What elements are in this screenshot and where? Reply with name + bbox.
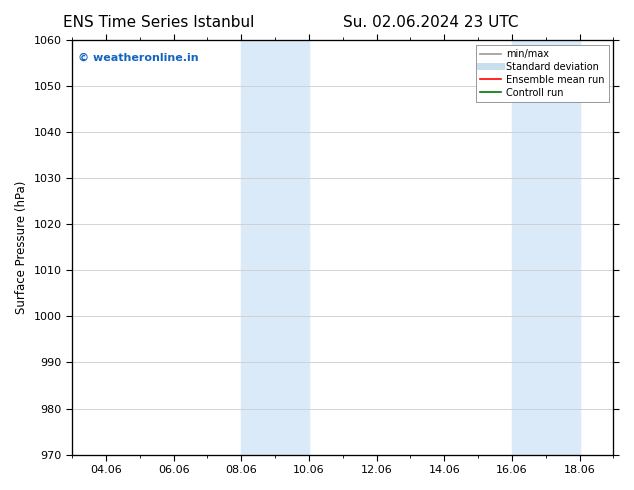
Bar xyxy=(512,40,579,455)
Text: Su. 02.06.2024 23 UTC: Su. 02.06.2024 23 UTC xyxy=(344,15,519,30)
Text: © weatheronline.in: © weatheronline.in xyxy=(77,52,198,63)
Y-axis label: Surface Pressure (hPa): Surface Pressure (hPa) xyxy=(15,181,28,314)
Legend: min/max, Standard deviation, Ensemble mean run, Controll run: min/max, Standard deviation, Ensemble me… xyxy=(476,45,609,101)
Text: ENS Time Series Istanbul: ENS Time Series Istanbul xyxy=(63,15,254,30)
Bar xyxy=(242,40,309,455)
